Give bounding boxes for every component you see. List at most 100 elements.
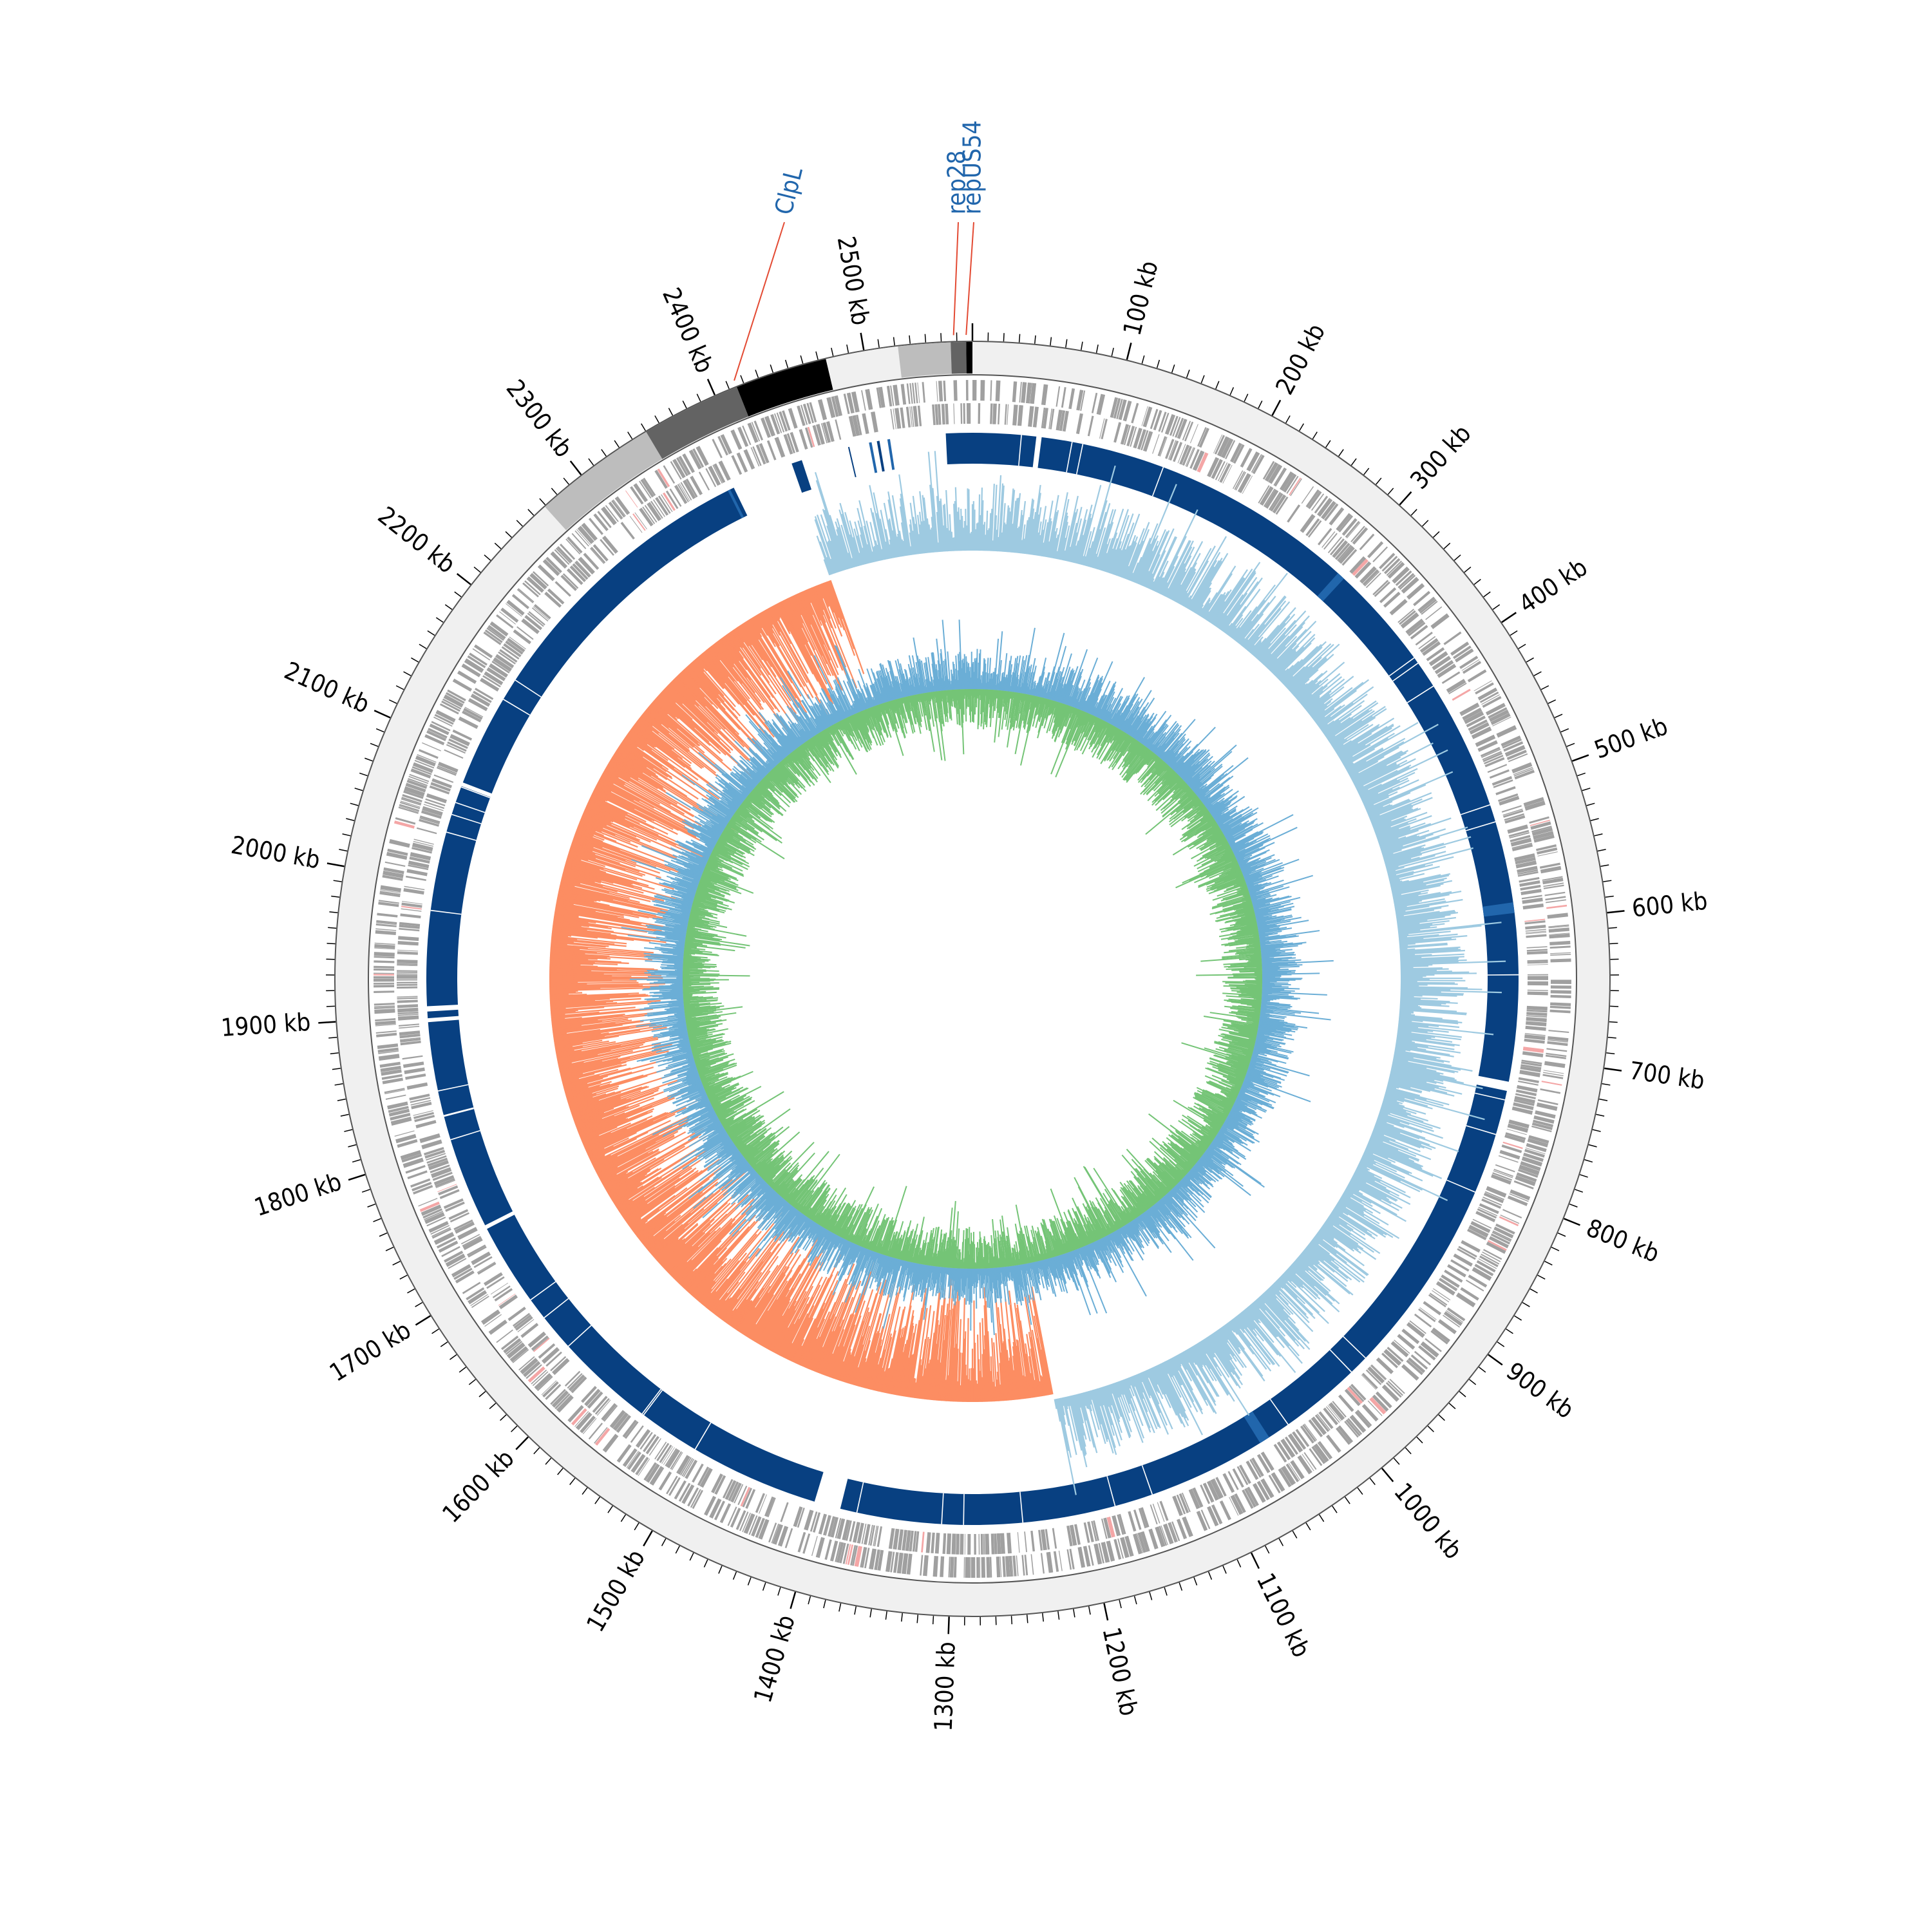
cds-forward xyxy=(1379,553,1396,569)
cds-forward xyxy=(612,499,626,516)
cds-reverse xyxy=(1219,463,1231,483)
cds-forward xyxy=(1367,1400,1383,1416)
gc-content-bar xyxy=(1303,696,1320,709)
cds-reverse xyxy=(517,1319,535,1332)
cds-reverse xyxy=(1432,656,1452,670)
cds-reverse xyxy=(415,1120,437,1129)
gc-content-bar xyxy=(1395,1046,1454,1057)
cds-forward xyxy=(1041,384,1048,406)
cds-reverse xyxy=(1285,1436,1298,1455)
cds-reverse xyxy=(1470,1220,1491,1233)
cds-forward xyxy=(390,1116,412,1126)
cds-reverse xyxy=(419,819,439,827)
cds-reverse xyxy=(1501,805,1522,813)
mobile-element-block xyxy=(646,387,749,459)
cds-forward xyxy=(527,1366,545,1383)
cds-forward xyxy=(374,947,395,950)
cds-reverse xyxy=(1150,1504,1158,1525)
cds-forward xyxy=(522,582,539,598)
gc-content-bar xyxy=(1368,792,1432,819)
cds-forward xyxy=(468,1290,488,1305)
cds-reverse xyxy=(498,1294,518,1309)
cds-reverse xyxy=(967,1533,971,1555)
gc-content-bar xyxy=(1399,938,1452,944)
cds-forward xyxy=(447,689,466,701)
cds-forward xyxy=(1529,816,1549,824)
cds-reverse xyxy=(1510,835,1531,842)
cds-reverse xyxy=(990,403,993,424)
cds-forward xyxy=(593,513,609,531)
cds-reverse xyxy=(650,500,663,519)
cds-forward xyxy=(639,480,652,499)
cds-reverse xyxy=(1422,641,1441,656)
cds-reverse xyxy=(698,471,710,491)
cds-reverse xyxy=(724,1480,737,1501)
cds-forward xyxy=(1532,1119,1554,1128)
cds-reverse xyxy=(937,404,942,425)
cds-reverse xyxy=(569,565,587,582)
cds-forward xyxy=(1274,468,1287,487)
gc-content-bar xyxy=(1260,634,1286,663)
gc-content-bar xyxy=(1397,1027,1434,1032)
cds-forward xyxy=(1053,1551,1059,1572)
gc-content-bar xyxy=(1348,746,1399,775)
cds-reverse xyxy=(1517,866,1538,873)
cds-forward xyxy=(550,551,568,569)
gc-content-bar xyxy=(1397,1032,1435,1039)
cds-forward xyxy=(900,384,907,405)
cds-forward xyxy=(488,1320,507,1335)
gc-content-bar xyxy=(1385,1090,1416,1100)
gc-content-bar xyxy=(1396,1042,1461,1054)
cds-forward xyxy=(1531,827,1553,836)
cds-forward xyxy=(518,588,535,603)
gc-content-bar xyxy=(1383,846,1422,860)
cds-reverse xyxy=(934,1533,940,1554)
gc-content-bar xyxy=(1285,666,1309,688)
gc-content-bar xyxy=(1140,545,1159,585)
cds-reverse xyxy=(1349,556,1367,574)
cds-reverse xyxy=(458,716,478,729)
gc-content-bar xyxy=(1204,594,1222,620)
cds-reverse xyxy=(1439,1278,1457,1291)
cds-forward xyxy=(1432,1327,1450,1343)
gc-content-bar xyxy=(1341,755,1354,764)
cds-reverse xyxy=(406,869,428,876)
cds-reverse xyxy=(400,1040,421,1046)
cds-forward xyxy=(1446,1310,1464,1323)
gc-content-bar xyxy=(1300,686,1323,705)
cds-reverse xyxy=(486,667,506,681)
gc-content-bar xyxy=(1264,626,1303,667)
cds-forward xyxy=(1550,990,1571,994)
cds-forward xyxy=(428,1221,449,1233)
cds-reverse xyxy=(1347,1387,1363,1405)
cds-forward xyxy=(1101,1542,1110,1563)
cds-reverse xyxy=(1520,1066,1541,1073)
gc-content-bar xyxy=(1307,676,1354,714)
cds-forward xyxy=(1326,1434,1341,1453)
cds-forward xyxy=(635,1457,648,1475)
cds-reverse xyxy=(745,1489,756,1509)
cds-forward xyxy=(636,1457,649,1475)
cds-forward xyxy=(739,1511,749,1531)
gc-content-bar xyxy=(1375,818,1417,835)
gc-content-bar xyxy=(1390,881,1424,890)
cds-reverse xyxy=(1381,1352,1398,1368)
cds-reverse xyxy=(1318,527,1332,545)
cds-reverse xyxy=(1017,404,1023,426)
gc-content-bar xyxy=(1190,557,1223,611)
cds-reverse xyxy=(423,804,444,811)
gc-content-bar xyxy=(1016,526,1020,553)
gc-content-bar xyxy=(1298,661,1345,702)
cds-reverse xyxy=(424,1150,446,1159)
cds-forward xyxy=(622,1448,638,1468)
cds-reverse xyxy=(1350,1383,1367,1401)
blast-hit-segment xyxy=(840,1084,1507,1525)
cds-reverse xyxy=(410,1097,431,1103)
cds-forward xyxy=(413,1185,433,1195)
cds-reverse xyxy=(1117,1514,1124,1535)
gc-content-bar xyxy=(1363,793,1389,806)
cds-forward xyxy=(1413,591,1431,607)
cds-forward xyxy=(1197,427,1207,447)
cds-forward xyxy=(1345,1419,1361,1437)
gc-content-bar xyxy=(1291,678,1310,695)
